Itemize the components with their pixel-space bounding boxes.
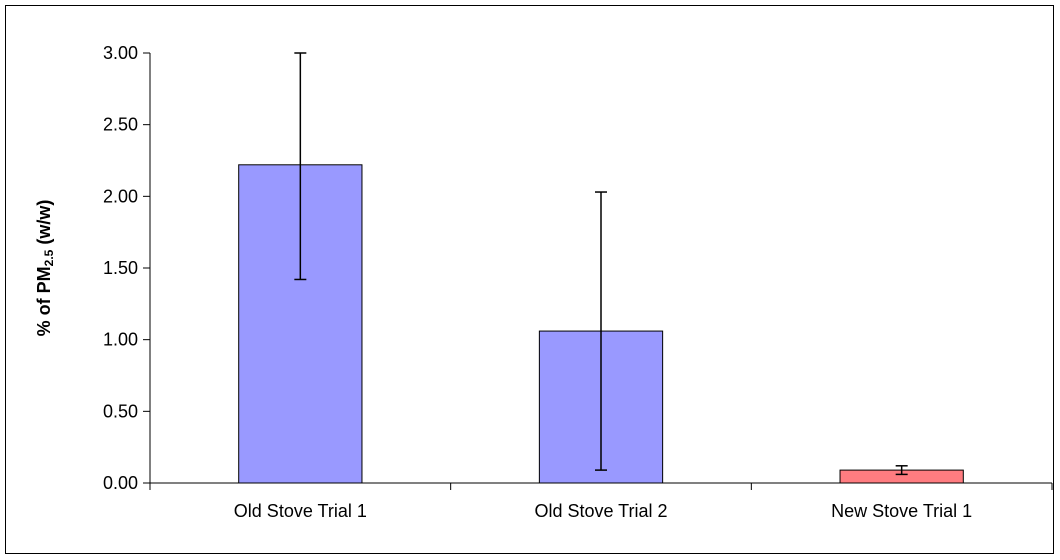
y-axis-ticks: 0.00 0.50 1.00 1.50 2.00 2.50 3.00: [103, 43, 150, 493]
x-category-label: Old Stove Trial 2: [534, 501, 667, 521]
x-category-label: Old Stove Trial 1: [234, 501, 367, 521]
y-axis-title: % of PM2.5 (w/w): [34, 200, 56, 337]
error-bars: [294, 52, 908, 476]
y-tick-label: 2.00: [103, 186, 138, 206]
y-axis-title-prefix: % of PM: [34, 266, 54, 336]
y-tick-label: 1.00: [103, 330, 138, 350]
chart-frame: [5, 5, 1054, 554]
y-tick-label: 0.00: [103, 473, 138, 493]
x-category-label: New Stove Trial 1: [831, 501, 972, 521]
y-tick-label: 3.00: [103, 43, 138, 63]
x-axis-categories: Old Stove Trial 1 Old Stove Trial 2 New St…: [234, 501, 972, 521]
y-tick-label: 0.50: [103, 401, 138, 421]
axes: [149, 53, 1053, 490]
y-axis-title-subscript: 2.5: [42, 249, 56, 266]
y-tick-label: 1.50: [103, 258, 138, 278]
y-axis-title-suffix: (w/w): [34, 200, 54, 250]
y-tick-label: 2.50: [103, 115, 138, 135]
